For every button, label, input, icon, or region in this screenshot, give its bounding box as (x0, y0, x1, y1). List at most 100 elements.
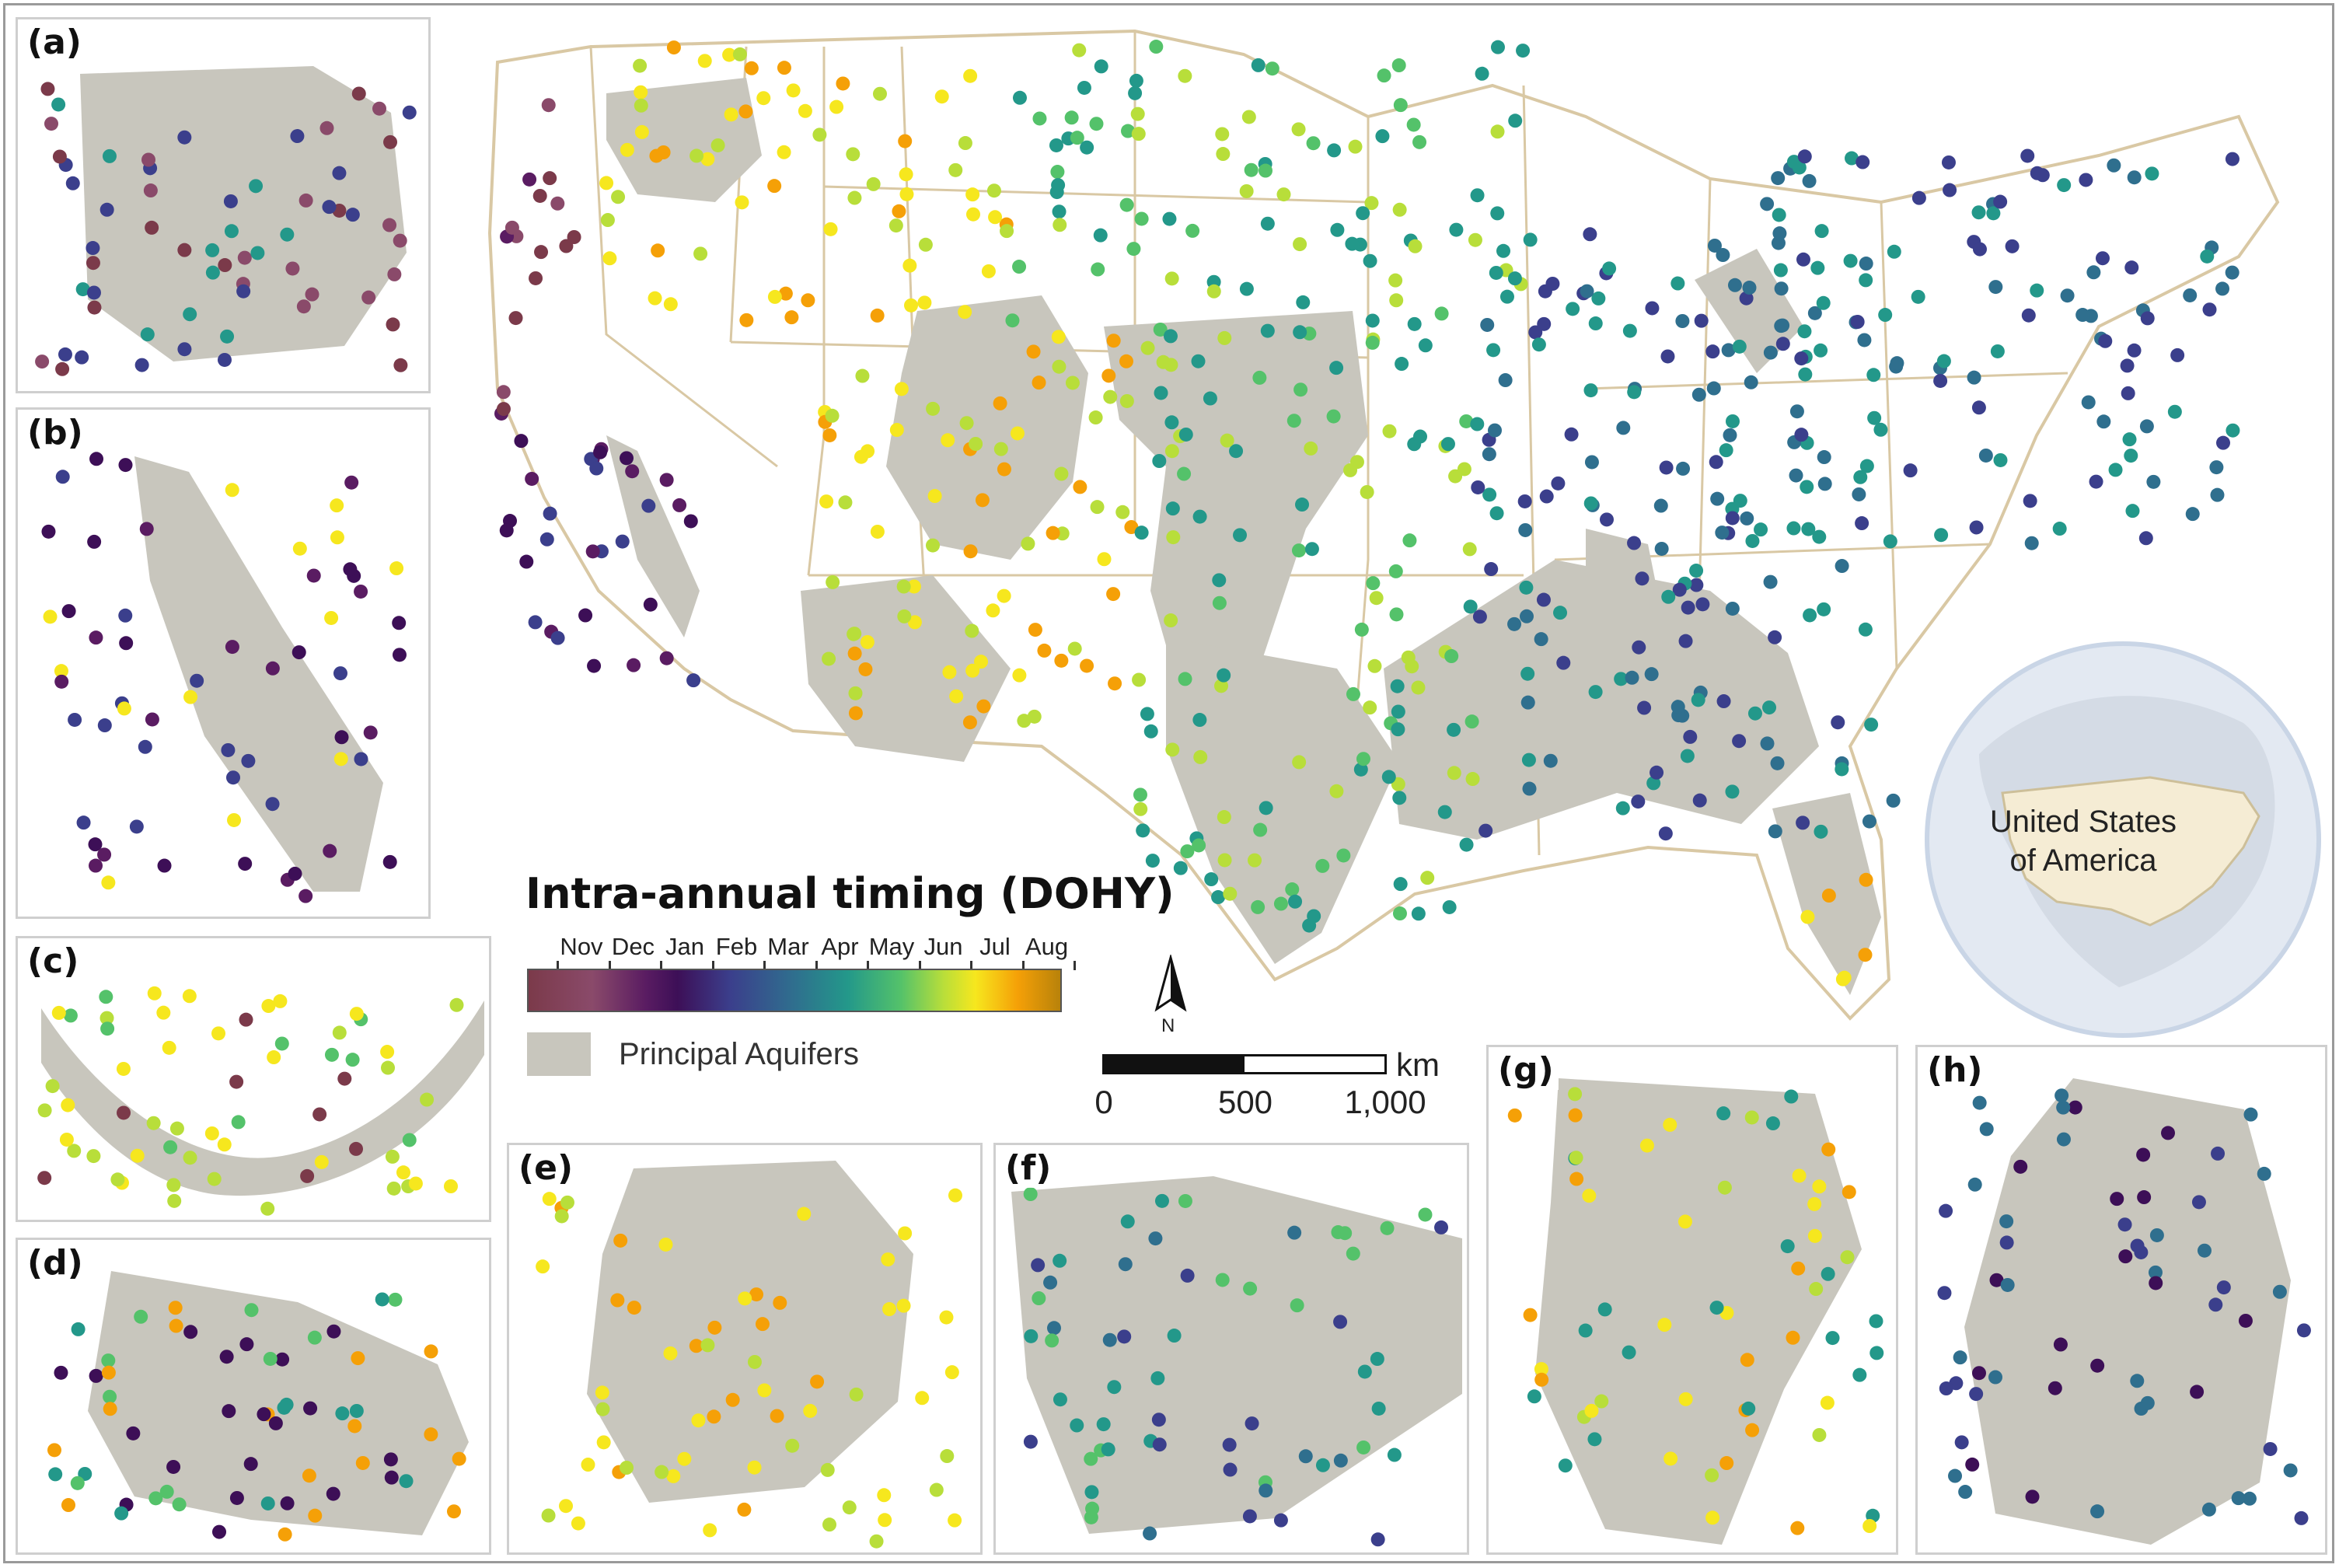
gauge-point (1663, 1117, 1677, 1132)
gauge-point (61, 1498, 75, 1513)
gauge-point (1725, 511, 1740, 526)
gauge-point (296, 299, 311, 314)
gauge-point (1859, 872, 1873, 887)
gauge-point (1418, 1207, 1433, 1222)
gauge-point (1774, 281, 1789, 296)
gauge-point (858, 662, 873, 676)
gauge-point (1971, 205, 1986, 220)
gauge-point (303, 1401, 318, 1416)
gauge-point (1967, 370, 1981, 385)
gauge-point (1578, 1323, 1593, 1338)
gauge-point (63, 1008, 78, 1023)
gauge-point (1391, 58, 1406, 73)
gauge-point (846, 147, 861, 162)
gauge-point (1120, 1214, 1135, 1229)
gauge-point (1191, 354, 1206, 368)
gauge-point (625, 464, 640, 479)
gauge-point (1936, 354, 1951, 368)
gauge-point (587, 658, 602, 673)
gauge-point (2167, 404, 2182, 419)
gauge-point (1382, 424, 1397, 438)
gauge-point (47, 1443, 61, 1458)
gauge-point (250, 246, 265, 260)
gauge-point (942, 665, 957, 679)
gauge-point (1672, 582, 1687, 597)
gauge-point (1298, 1449, 1313, 1464)
gauge-point (1024, 1329, 1039, 1343)
gauge-point (2122, 432, 2137, 447)
gauge-point (217, 1137, 232, 1152)
gauge-point (1794, 428, 1809, 442)
gauge-point (1657, 1318, 1672, 1332)
gauge-point (822, 1517, 837, 1532)
gauge-point (739, 313, 754, 327)
gauge-point (1217, 668, 1231, 683)
gauge-point (1304, 441, 1318, 456)
aquifer-mississippi (1586, 529, 1679, 777)
gauge-point (700, 152, 715, 166)
gauge-point (1131, 127, 1146, 141)
gauge-point (593, 445, 608, 459)
gauge-point (1732, 734, 1747, 749)
gauge-point (324, 610, 339, 625)
gauge-point (906, 579, 921, 594)
gauge-point (1835, 559, 1849, 574)
gauge-point (392, 648, 407, 662)
gauge-point (1534, 1362, 1548, 1377)
gauge-point (1032, 1291, 1046, 1306)
gauge-point (1837, 970, 1852, 985)
gauge-point (2283, 1463, 2298, 1478)
gauge-point (1775, 337, 1790, 351)
gauge-point (1520, 666, 1535, 681)
gauge-point (1251, 899, 1266, 914)
legend-tick (918, 961, 921, 970)
gauge-point (319, 120, 334, 135)
gauge-point (842, 1500, 857, 1515)
gauge-point (1551, 476, 1566, 491)
gauge-point (1807, 1196, 1822, 1211)
gauge-point (929, 1482, 944, 1497)
gauge-point (663, 1346, 678, 1360)
gauge-point (663, 297, 678, 312)
gauge-point (2121, 386, 2135, 400)
gauge-point (1812, 1179, 1827, 1194)
panel-label-c: (c) (23, 941, 84, 981)
gauge-point (965, 187, 980, 202)
gauge-point (2211, 1146, 2226, 1161)
gauge-point (236, 284, 251, 299)
gauge-point (52, 149, 67, 164)
gauge-point (542, 1192, 557, 1207)
gauge-point (1807, 1228, 1822, 1243)
gauge-point (2130, 1374, 2145, 1388)
gauge-point (2294, 1510, 2309, 1525)
gauge-point (1645, 301, 1660, 316)
gauge-point (749, 1287, 764, 1302)
gauge-point (927, 489, 942, 504)
gauge-point (249, 179, 264, 194)
gauge-point (620, 142, 634, 157)
gauge-point (539, 532, 554, 547)
gauge-point (1615, 801, 1630, 815)
gauge-point (332, 1025, 347, 1040)
gauge-point (1939, 1203, 1953, 1218)
gauge-point (1371, 1401, 1386, 1416)
gauge-point (2225, 265, 2240, 280)
gauge-point (963, 544, 978, 559)
gauge-point (349, 1403, 364, 1418)
gauge-point (1948, 1468, 1963, 1483)
gauge-point (97, 718, 112, 733)
gauge-point (1032, 375, 1046, 390)
gauge-point (1887, 244, 1901, 259)
gauge-point (45, 1079, 60, 1094)
gauge-point (2138, 531, 2153, 546)
panel-label-b: (b) (23, 413, 88, 452)
gauge-point (1053, 1253, 1067, 1268)
us-land (487, 29, 2280, 1021)
gauge-point (1553, 606, 1568, 620)
gauge-point (1852, 1367, 1867, 1382)
gauge-point (35, 354, 50, 369)
gauge-point (1021, 536, 1035, 551)
legend-month-dec: Dec (611, 933, 655, 960)
gauge-point (1707, 238, 1722, 253)
gauge-point (738, 1291, 752, 1306)
